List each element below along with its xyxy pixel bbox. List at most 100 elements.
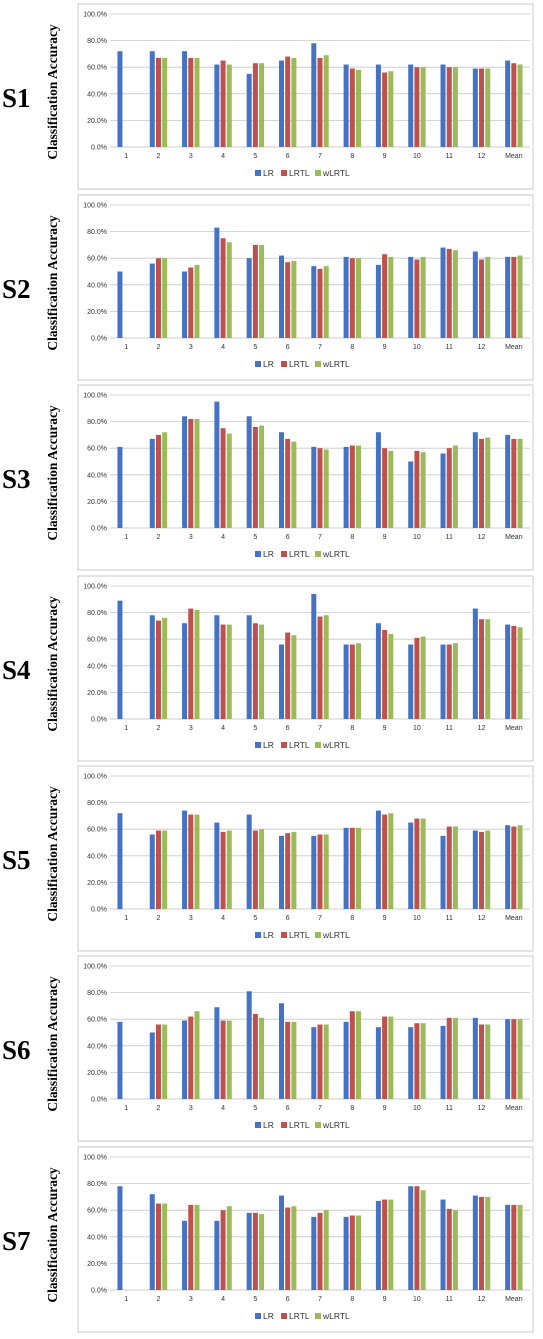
bar-lrtl [382, 1199, 388, 1290]
y-tick-label: 60.0% [87, 827, 107, 834]
x-tick-label: Mean [505, 725, 523, 732]
bar-lr [278, 835, 284, 909]
y-tick-label: 60.0% [87, 446, 107, 453]
y-axis-title: Classification Accuracy [45, 976, 60, 1112]
bar-lr [278, 1195, 284, 1290]
bar-lrtl [285, 262, 291, 338]
y-tick-label: 20.0% [87, 1070, 107, 1077]
bar-lrtl [317, 616, 323, 719]
x-tick-label: 3 [189, 344, 193, 351]
bar-lrtl [382, 254, 388, 338]
bar-lrtl [414, 1023, 420, 1099]
y-tick-label: 60.0% [87, 1208, 107, 1215]
bar-wlrtl [194, 57, 200, 147]
y-tick-label: 60.0% [87, 256, 107, 263]
x-tick-label: 9 [383, 915, 387, 922]
bar-lr [278, 60, 284, 147]
bar-wlrtl [517, 438, 523, 528]
x-tick-label: 11 [446, 1105, 453, 1112]
bar-lr [246, 991, 252, 1099]
y-tick-label: 0.0% [91, 1097, 107, 1104]
legend: LR LRTL wLRTL [255, 549, 350, 559]
x-tick-label: 5 [253, 725, 257, 732]
legend-swatch-wlrtl [315, 1313, 321, 1319]
bar-lr [117, 1186, 123, 1290]
y-tick-label: 20.0% [87, 690, 107, 697]
y-tick-label: 40.0% [87, 1043, 107, 1050]
bar-lrtl [349, 827, 355, 909]
bar-lr [117, 813, 123, 909]
bar-lr [278, 644, 284, 719]
bar-lrtl [252, 623, 258, 719]
legend-swatch-lr [255, 1122, 261, 1128]
bar-lr [505, 60, 511, 147]
bar-lr [472, 1195, 478, 1290]
x-tick-label: Mean [505, 534, 523, 541]
bar-lr [311, 446, 317, 528]
subject-label: S1 [2, 83, 31, 113]
bar-wlrtl [194, 609, 200, 719]
bar-wlrtl [194, 1011, 200, 1099]
chart-frame [77, 3, 534, 190]
x-tick-label: 11 [446, 344, 453, 351]
y-axis-title: Classification Accuracy [45, 215, 60, 351]
bar-lrtl [349, 1011, 355, 1099]
bar-lrtl [414, 1186, 420, 1290]
bar-lrtl [155, 1024, 161, 1099]
x-tick-label: 7 [318, 1296, 322, 1303]
legend-swatch-wlrtl [315, 1122, 321, 1128]
bar-lr [246, 615, 252, 719]
y-tick-label: 40.0% [87, 472, 107, 479]
bar-wlrtl [291, 831, 297, 909]
bar-lr [117, 446, 123, 528]
bar-lrtl [446, 644, 452, 719]
panel-s3: S3 Classification Accuracy 0.0% 20.0% 40.0% 6… [2, 384, 534, 571]
bar-wlrtl [323, 449, 329, 528]
legend-swatch-lrtl [281, 1122, 287, 1128]
bar-wlrtl [517, 1019, 523, 1099]
bar-wlrtl [194, 264, 200, 338]
bar-lrtl [220, 238, 226, 338]
bar-lr [278, 432, 284, 528]
legend-label: LRTL [289, 168, 310, 178]
legend-label: wLRTL [322, 549, 350, 559]
bar-wlrtl [162, 1024, 168, 1099]
bar-lrtl [349, 445, 355, 528]
bar-lr [278, 1003, 284, 1099]
bar-lr [375, 264, 381, 338]
x-tick-label: 12 [478, 534, 486, 541]
legend-label: LR [263, 549, 274, 559]
bar-wlrtl [259, 425, 265, 528]
bar-wlrtl [259, 829, 265, 909]
x-tick-label: 3 [189, 725, 193, 732]
y-tick-label: 80.0% [87, 800, 107, 807]
bar-lr [311, 1216, 317, 1290]
bar-wlrtl [162, 830, 168, 909]
x-tick-label: Mean [505, 344, 523, 351]
bar-wlrtl [194, 1204, 200, 1290]
x-tick-label: 4 [221, 915, 225, 922]
y-tick-label: 0.0% [91, 145, 107, 152]
x-tick-label: 7 [318, 725, 322, 732]
bar-wlrtl [323, 615, 329, 719]
bar-lr [343, 1021, 349, 1099]
bar-lr [472, 68, 478, 147]
y-tick-label: 80.0% [87, 419, 107, 426]
bar-wlrtl [162, 617, 168, 719]
bar-wlrtl [259, 624, 265, 719]
legend: LR LRTL wLRTL [255, 740, 350, 750]
bar-lr [505, 434, 511, 528]
bar-lrtl [317, 1212, 323, 1290]
x-tick-label: 1 [124, 1296, 128, 1303]
x-tick-label: 12 [478, 1105, 486, 1112]
bar-lr [472, 1017, 478, 1099]
bar-wlrtl [259, 1214, 265, 1290]
bar-wlrtl [420, 452, 426, 528]
panel-s6: S6 Classification Accuracy 0.0% 20.0% 40.0% 6… [2, 955, 534, 1142]
x-tick-label: 4 [221, 1105, 225, 1112]
bar-wlrtl [388, 256, 394, 338]
bar-wlrtl [259, 1017, 265, 1099]
legend-swatch-lr [255, 551, 261, 557]
bar-lrtl [317, 834, 323, 909]
x-tick-label: 11 [446, 915, 453, 922]
